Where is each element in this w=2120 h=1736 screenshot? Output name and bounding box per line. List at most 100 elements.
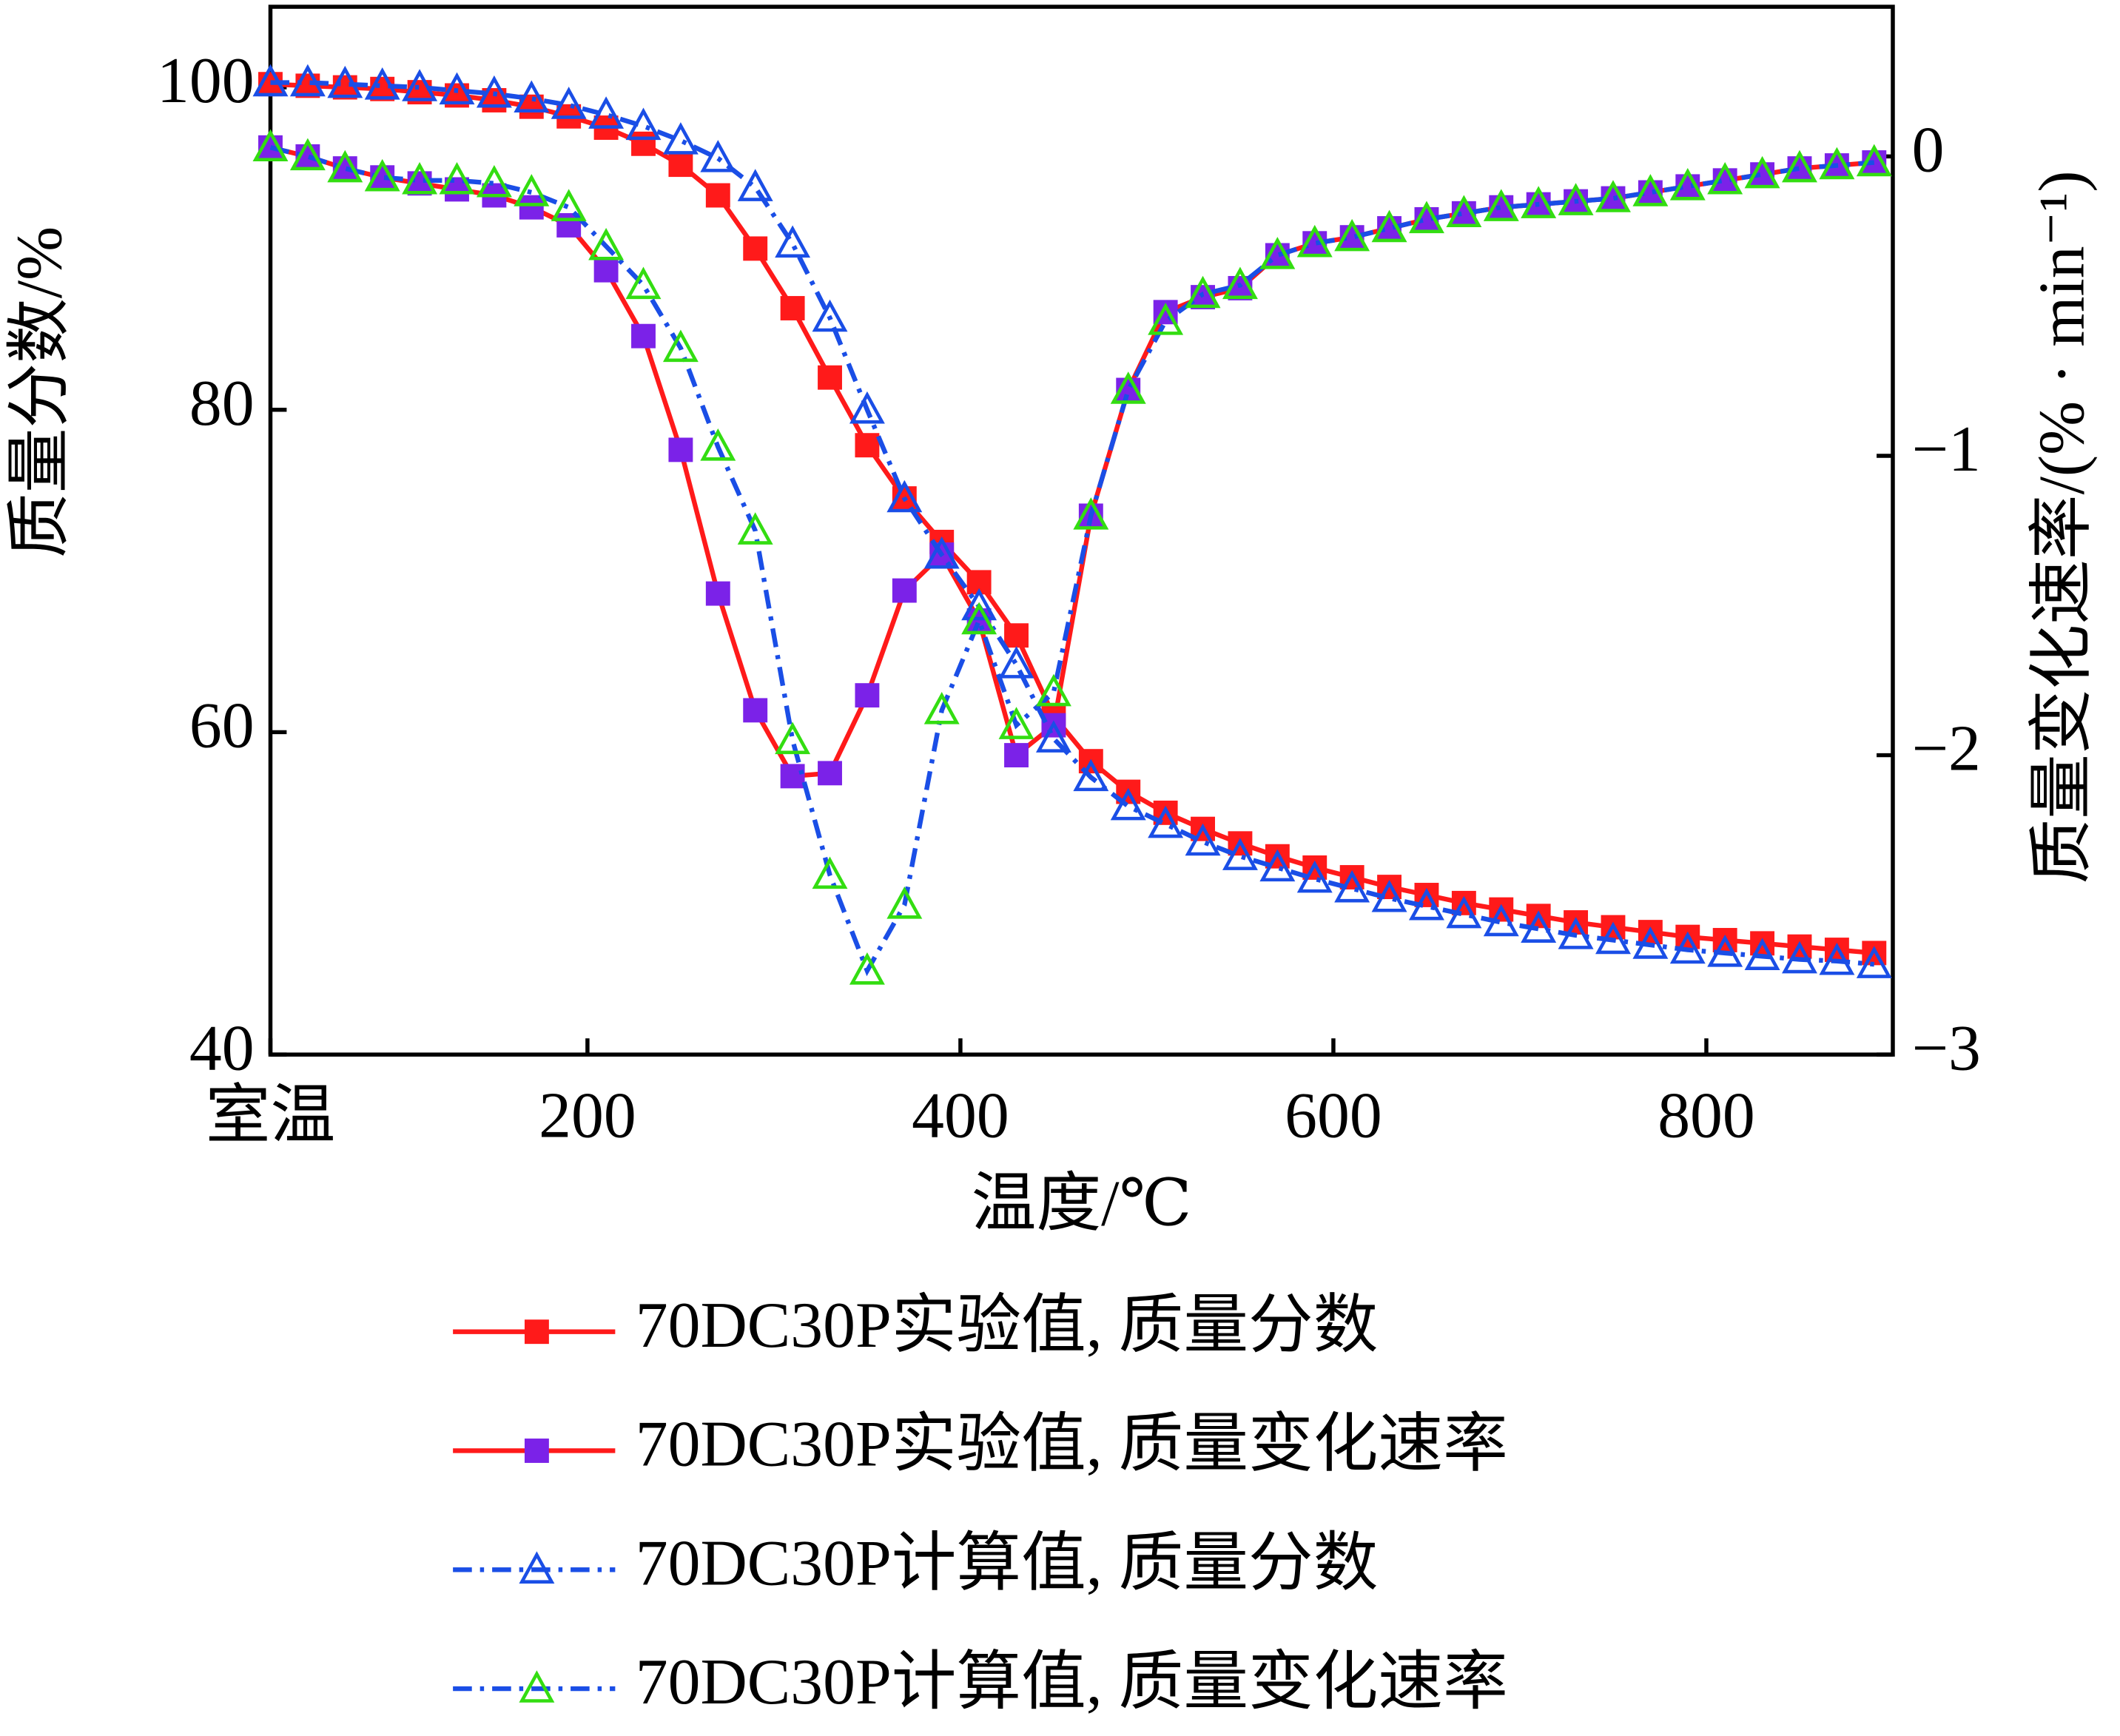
marker <box>1408 887 1444 921</box>
marker <box>631 131 656 156</box>
marker <box>402 161 438 195</box>
legend-marker <box>524 1439 549 1463</box>
marker <box>812 299 848 332</box>
marker <box>1004 743 1029 768</box>
marker <box>1371 209 1407 243</box>
marker <box>818 761 842 786</box>
marker <box>1073 497 1109 530</box>
marker <box>327 65 363 98</box>
marker <box>252 129 289 162</box>
marker <box>1222 266 1258 300</box>
x-tick-label: 600 <box>1285 1080 1382 1151</box>
legend-marker <box>519 1670 555 1703</box>
marker <box>1707 935 1743 967</box>
marker <box>1595 921 1631 955</box>
marker <box>1148 303 1184 335</box>
marker <box>705 581 730 606</box>
marker <box>1669 168 1706 201</box>
marker <box>514 80 550 113</box>
marker <box>1446 895 1482 929</box>
marker <box>1856 144 1892 177</box>
marker <box>1035 673 1071 707</box>
y-tick-label: 40 <box>189 1012 255 1083</box>
marker <box>780 764 805 789</box>
legend-label: 70DC30P计算值, 质量变化速率 <box>636 1646 1508 1718</box>
x-tick-label: 800 <box>1658 1080 1755 1151</box>
marker <box>662 122 699 155</box>
marker <box>1446 195 1482 228</box>
marker <box>1744 155 1780 189</box>
marker <box>1521 186 1557 218</box>
marker <box>892 578 917 603</box>
marker <box>1521 910 1557 943</box>
x-tick-label: 200 <box>539 1080 636 1151</box>
marker <box>1035 720 1071 753</box>
marker <box>593 258 619 283</box>
marker <box>1595 180 1631 212</box>
marker <box>476 164 512 198</box>
marker <box>886 886 923 919</box>
marker <box>775 721 811 755</box>
marker <box>1819 942 1855 975</box>
x-tick-label: 400 <box>912 1080 1009 1151</box>
marker <box>1148 805 1184 838</box>
marker <box>364 67 400 100</box>
marker <box>818 365 842 390</box>
marker <box>439 72 475 105</box>
marker <box>439 161 475 195</box>
marker <box>1558 917 1594 949</box>
marker <box>1185 275 1221 309</box>
marker <box>289 64 326 97</box>
marker <box>1819 147 1855 180</box>
marker <box>743 236 768 261</box>
marker <box>551 189 587 221</box>
marker <box>961 588 997 621</box>
legend-label: 70DC30P实验值, 质量变化速率 <box>636 1408 1508 1480</box>
marker <box>961 602 997 635</box>
marker <box>476 75 512 108</box>
marker <box>1483 904 1519 937</box>
y-tick-label: 100 <box>157 44 255 116</box>
marker <box>700 140 736 172</box>
marker <box>998 707 1034 739</box>
marker <box>1707 161 1743 195</box>
marker <box>1856 946 1892 978</box>
series-line <box>270 81 1875 956</box>
marker <box>1296 860 1333 893</box>
marker <box>1744 938 1780 970</box>
marker <box>1371 879 1407 912</box>
marker <box>1632 926 1669 959</box>
marker <box>855 683 880 708</box>
marker <box>631 323 656 349</box>
marker <box>252 64 289 97</box>
marker <box>849 952 885 985</box>
series-line <box>270 80 1875 967</box>
marker <box>700 428 736 461</box>
plot-frame <box>268 4 1895 1057</box>
marker <box>737 169 773 201</box>
marker <box>402 69 438 101</box>
marker <box>705 183 730 208</box>
legend-marker <box>524 1319 549 1345</box>
marker <box>519 195 544 220</box>
marker <box>1669 931 1706 964</box>
y2-tick-label: −1 <box>1912 413 1981 485</box>
legend-label: 70DC30P实验值, 质量分数 <box>636 1289 1379 1361</box>
marker <box>923 536 960 569</box>
marker <box>737 512 773 545</box>
marker <box>1296 224 1333 258</box>
marker <box>289 138 326 171</box>
marker <box>780 296 805 320</box>
x-axis-label: 温度/℃ <box>972 1167 1192 1239</box>
y-tick-label: 80 <box>189 367 255 439</box>
legend-label: 70DC30P计算值, 质量分数 <box>636 1527 1379 1598</box>
marker <box>743 698 768 723</box>
marker <box>625 266 662 300</box>
marker <box>812 856 848 889</box>
marker <box>1222 838 1258 870</box>
marker <box>1110 371 1146 404</box>
marker <box>1334 218 1370 252</box>
legend-marker <box>519 1551 555 1584</box>
marker <box>364 158 400 192</box>
marker <box>588 96 625 129</box>
